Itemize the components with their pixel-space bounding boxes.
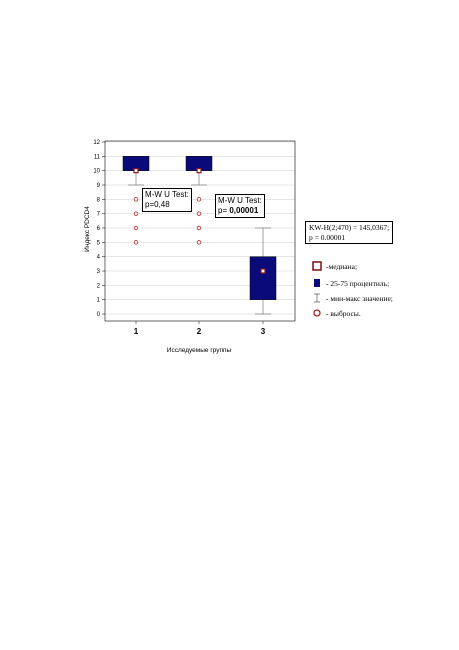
box-group-1 xyxy=(122,156,150,245)
legend-item-whisker: - мин-макс значение; xyxy=(312,292,393,304)
box-group-3 xyxy=(249,227,277,315)
y-tick-label: 9 xyxy=(97,183,101,189)
mw-test-2-title: M-W U Test: xyxy=(218,196,262,205)
legend-item-median: -медиана; xyxy=(312,260,357,272)
outlier-point xyxy=(133,225,139,231)
mw-test-1-title: M-W U Test: xyxy=(145,190,189,199)
y-tick-label: 7 xyxy=(97,212,101,218)
x-axis-ticks: 1 2 3 xyxy=(134,321,266,336)
y-tick-label: 3 xyxy=(97,269,101,275)
x-tick-label: 2 xyxy=(197,327,202,336)
outlier-point xyxy=(196,211,202,216)
y-tick-label: 1 xyxy=(97,298,101,304)
legend-label-median: -медиана; xyxy=(326,261,358,271)
x-tick-label: 3 xyxy=(261,327,266,336)
x-axis-label: Исследуемые группы xyxy=(167,347,232,354)
kw-statistic: KW-H(2;470) = 145,0367; xyxy=(309,223,390,232)
y-tick-label: 10 xyxy=(93,169,100,175)
mw-test-2-pvalue-bold: 0,00001 xyxy=(229,206,259,215)
outlier-point xyxy=(196,197,202,202)
legend-label-box: - 25-75 процентиль; xyxy=(326,278,390,288)
median-marker xyxy=(260,268,266,274)
y-tick-label: 5 xyxy=(97,240,101,246)
y-tick-label: 2 xyxy=(97,283,101,289)
mw-test-2-pvalue-prefix: p= xyxy=(218,206,230,215)
kruskal-wallis-annotation: KW-H(2;470) = 145,0367; p = 0.00001 xyxy=(305,221,394,244)
whisker-icon xyxy=(314,293,320,303)
y-axis-label: Индекс PDCD4 xyxy=(84,206,91,252)
y-tick-label: 8 xyxy=(97,197,101,203)
outlier-point xyxy=(196,225,202,231)
legend-item-box: - 25-75 процентиль; xyxy=(312,277,389,289)
legend-label-outlier: - выбросы. xyxy=(326,308,361,318)
box-iqr xyxy=(249,256,277,300)
y-tick-label: 12 xyxy=(93,140,100,146)
median-marker xyxy=(196,168,202,174)
mw-test-1-pvalue: p=0,48 xyxy=(145,200,170,209)
kw-pvalue: p = 0.00001 xyxy=(309,232,346,242)
mw-test-annotation-1: M-W U Test: p=0,48 xyxy=(142,188,192,212)
x-tick-label: 1 xyxy=(134,327,139,336)
y-tick-label: 6 xyxy=(97,226,101,232)
y-tick-label: 4 xyxy=(97,255,101,261)
mw-test-2-pvalue: p= 0,00001 xyxy=(218,206,262,216)
median-marker xyxy=(133,168,139,174)
box-series xyxy=(122,156,277,315)
plot-frame xyxy=(104,140,296,322)
y-tick-label: 0 xyxy=(97,312,101,318)
mw-test-annotation-2: M-W U Test: p= 0,00001 xyxy=(215,194,265,218)
outlier-point xyxy=(133,197,139,202)
legend-item-outlier: - выбросы. xyxy=(312,307,361,319)
outlier-circle-icon xyxy=(313,309,321,317)
box-square-icon xyxy=(314,279,320,287)
outlier-point xyxy=(196,240,202,245)
box-group-2 xyxy=(185,156,213,245)
y-tick-label: 11 xyxy=(94,154,101,160)
outlier-point xyxy=(133,211,139,216)
outlier-point xyxy=(133,240,139,245)
legend-label-whisker: - мин-макс значение; xyxy=(326,293,393,303)
median-square-icon xyxy=(312,261,322,271)
